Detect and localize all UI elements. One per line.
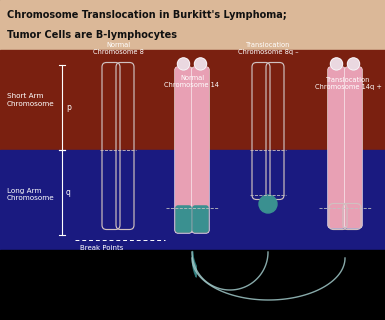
Circle shape xyxy=(347,58,360,70)
Circle shape xyxy=(259,195,277,213)
Text: q: q xyxy=(66,188,71,197)
Text: Normal
Chromosome 8: Normal Chromosome 8 xyxy=(92,42,144,55)
Text: Translocation
Chromosome 8q –: Translocation Chromosome 8q – xyxy=(238,42,298,55)
Circle shape xyxy=(194,58,206,70)
FancyBboxPatch shape xyxy=(175,205,192,233)
Circle shape xyxy=(177,58,189,70)
Text: Short Arm
Chromosome: Short Arm Chromosome xyxy=(7,93,55,107)
FancyBboxPatch shape xyxy=(192,67,209,233)
Text: Chromosome Translocation in Burkitt's Lymphoma;: Chromosome Translocation in Burkitt's Ly… xyxy=(7,10,287,20)
Circle shape xyxy=(330,58,343,70)
Bar xyxy=(0,250,385,320)
Bar xyxy=(0,150,385,250)
FancyBboxPatch shape xyxy=(192,205,209,233)
Text: p: p xyxy=(66,103,71,112)
Bar xyxy=(0,0,385,50)
Text: Tumor Cells are B-lymphocytes: Tumor Cells are B-lymphocytes xyxy=(7,30,177,40)
Bar xyxy=(0,50,385,150)
FancyBboxPatch shape xyxy=(175,67,192,233)
Text: Normal
Chromosome 14: Normal Chromosome 14 xyxy=(164,75,219,88)
FancyBboxPatch shape xyxy=(345,67,362,228)
Text: Break Points: Break Points xyxy=(80,245,123,251)
Text: Long Arm
Chromosome: Long Arm Chromosome xyxy=(7,188,55,202)
FancyBboxPatch shape xyxy=(328,67,345,228)
Text: Translocation
Chromosome 14q +: Translocation Chromosome 14q + xyxy=(315,77,382,90)
